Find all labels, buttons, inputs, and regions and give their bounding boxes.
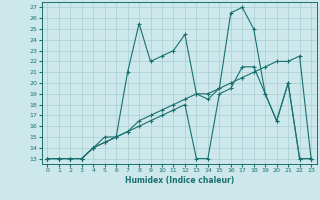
X-axis label: Humidex (Indice chaleur): Humidex (Indice chaleur) xyxy=(124,176,234,185)
